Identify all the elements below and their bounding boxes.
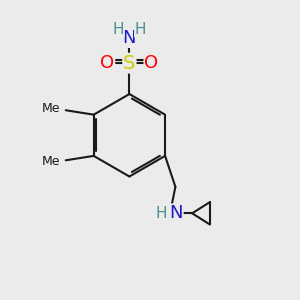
Text: S: S bbox=[123, 54, 136, 73]
Text: Me: Me bbox=[42, 102, 60, 115]
Text: O: O bbox=[100, 54, 114, 72]
Text: H: H bbox=[135, 22, 146, 37]
Text: O: O bbox=[144, 54, 158, 72]
Text: N: N bbox=[123, 29, 136, 47]
Text: Me: Me bbox=[42, 155, 60, 168]
Text: N: N bbox=[169, 204, 183, 222]
Text: H: H bbox=[112, 22, 124, 37]
Text: H: H bbox=[155, 206, 167, 221]
